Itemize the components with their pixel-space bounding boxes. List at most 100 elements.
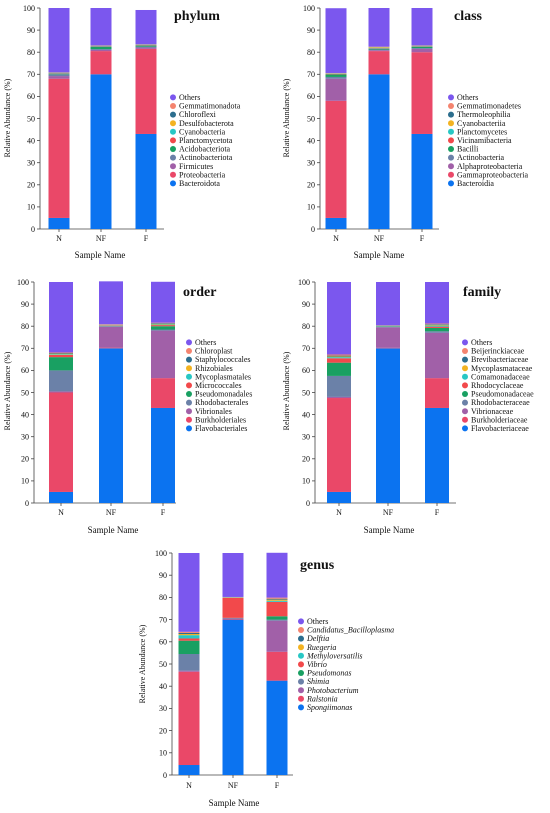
bar-segment-F-bacteroidota xyxy=(135,133,157,229)
legend: OthersGemmatimonadetesThermoleophiliaCya… xyxy=(448,93,529,188)
bar-segment-N-burkholderiales xyxy=(49,392,73,492)
legend: OthersCandidatus_BacilloplasmaDelftiaRue… xyxy=(298,617,394,712)
bar-segment-F-alphaproteobacteria xyxy=(411,48,433,53)
bar-segment-F-beijerinckiaceae xyxy=(425,323,449,325)
legend-label: Rhodobacteraceae xyxy=(471,398,530,407)
legend-label: Others xyxy=(179,93,200,102)
x-tick-label: NF xyxy=(383,508,394,517)
y-tick-label: 60 xyxy=(27,92,35,101)
bar-segment-NF-others xyxy=(90,8,112,46)
bar-segment-F-pseudomonadaceae xyxy=(425,327,449,332)
bar-segment-F-actinobacteria xyxy=(411,48,433,49)
y-tick-label: 20 xyxy=(307,181,315,190)
legend-marker xyxy=(462,356,468,363)
bar-segment-F-staphylococcales xyxy=(151,323,175,324)
bar-segment-N-photobacterium xyxy=(178,670,200,672)
legend-label: Vibrionaceae xyxy=(471,407,514,416)
x-tick-label: N xyxy=(186,781,192,790)
legend-marker xyxy=(448,146,454,152)
bar-segment-N-staphylococcales xyxy=(49,352,73,354)
bar-segment-F-shimia xyxy=(266,619,288,621)
x-tick-label: N xyxy=(58,508,64,517)
y-tick-label: 80 xyxy=(21,322,29,331)
y-tick-label: 60 xyxy=(302,366,310,375)
bar-segment-N-others xyxy=(48,8,70,73)
legend-marker xyxy=(170,94,176,101)
legend-marker xyxy=(462,339,468,346)
bar-segment-N-bacilli xyxy=(325,74,347,77)
bar-segment-NF-flavobacteriales xyxy=(99,348,123,503)
x-axis-title: Sample Name xyxy=(354,250,405,260)
y-tick-label: 90 xyxy=(307,26,315,35)
legend-marker xyxy=(170,120,176,127)
legend-marker xyxy=(298,670,304,676)
legend-marker xyxy=(448,111,454,118)
bar-segment-N-rhizobiales xyxy=(49,353,73,355)
legend-label: Gemmatimonadetes xyxy=(457,102,521,111)
legend-marker xyxy=(462,348,468,354)
legend-label: Vibrionales xyxy=(195,407,232,416)
y-tick-label: 100 xyxy=(23,4,35,13)
legend-marker xyxy=(186,408,192,415)
legend: OthersChloroplastStaphylococcalesRhizobi… xyxy=(186,338,252,433)
y-tick-label: 30 xyxy=(159,704,167,713)
legend-marker xyxy=(298,627,304,633)
bar-segment-NF-spongiimonas xyxy=(222,619,244,775)
bar-segment-NF-others xyxy=(368,8,390,47)
legend-label: Planctomycetota xyxy=(179,136,233,145)
legend-label: Actinobacteria xyxy=(457,153,505,162)
x-tick-label: N xyxy=(336,508,342,517)
bar-segment-F-firmicutes xyxy=(135,47,157,49)
legend-marker xyxy=(186,365,192,372)
y-tick-label: 70 xyxy=(159,615,167,624)
legend-marker xyxy=(186,348,192,354)
bar-segment-NF-vibrio xyxy=(222,597,244,618)
bar-segment-N-pseudomonadaceae xyxy=(327,362,351,376)
y-tick-label: 70 xyxy=(307,70,315,79)
bar-segment-F-bacteroidia xyxy=(411,133,433,229)
legend-label: Photobacterium xyxy=(306,686,359,695)
bar-segment-N-methyloversatilis xyxy=(178,635,200,639)
y-axis-title: Relative Abundance (%) xyxy=(3,351,12,430)
y-tick-label: 80 xyxy=(302,322,310,331)
bar-segment-F-pseudomonas xyxy=(266,616,288,620)
legend-label: Others xyxy=(457,93,478,102)
bar-segment-N-others xyxy=(49,282,73,353)
legend-marker xyxy=(462,382,468,389)
legend-marker xyxy=(448,137,454,144)
y-tick-label: 80 xyxy=(159,593,167,602)
bar-segment-N-beijerinckiaceae xyxy=(327,354,351,356)
y-tick-label: 10 xyxy=(302,477,310,486)
y-tick-label: 60 xyxy=(21,366,29,375)
legend-label: Pseudomonadales xyxy=(195,390,252,399)
legend-label: Comamonadaceae xyxy=(471,372,530,381)
panel-title: order xyxy=(183,285,216,300)
y-tick-label: 40 xyxy=(27,136,35,145)
x-axis-title: Sample Name xyxy=(75,250,126,260)
bar-segment-N-actinobacteria xyxy=(325,76,347,79)
y-tick-label: 10 xyxy=(27,203,35,212)
y-tick-label: 70 xyxy=(302,344,310,353)
bar-segment-N-mycoplasmatales xyxy=(49,354,73,355)
bar-segment-NF-vibrionales xyxy=(99,326,123,348)
legend-marker xyxy=(462,373,468,380)
legend-marker xyxy=(170,171,176,178)
legend-marker xyxy=(170,154,176,161)
bar-segment-F-proteobacteria xyxy=(135,48,157,134)
legend-label: Planctomycetes xyxy=(457,127,507,136)
bar-segment-NF-firmicutes xyxy=(90,49,112,52)
bar-segment-N-proteobacteria xyxy=(48,78,70,218)
legend-label: Cyanobacteria xyxy=(179,127,226,136)
y-tick-label: 10 xyxy=(307,203,315,212)
bar-segment-F-vibrionales xyxy=(151,330,175,379)
bar-segment-N-pseudomonadales xyxy=(49,357,73,371)
legend-marker xyxy=(186,373,192,380)
legend-marker xyxy=(186,391,192,397)
legend-label: Others xyxy=(307,617,328,626)
y-tick-label: 40 xyxy=(307,136,315,145)
y-tick-label: 30 xyxy=(307,159,315,168)
x-tick-label: N xyxy=(56,234,62,243)
legend-label: Burkholderiales xyxy=(195,415,246,424)
bar-segment-NF-bacteroidia xyxy=(368,74,390,229)
legend-label: Flavobacteriaceae xyxy=(471,424,529,433)
